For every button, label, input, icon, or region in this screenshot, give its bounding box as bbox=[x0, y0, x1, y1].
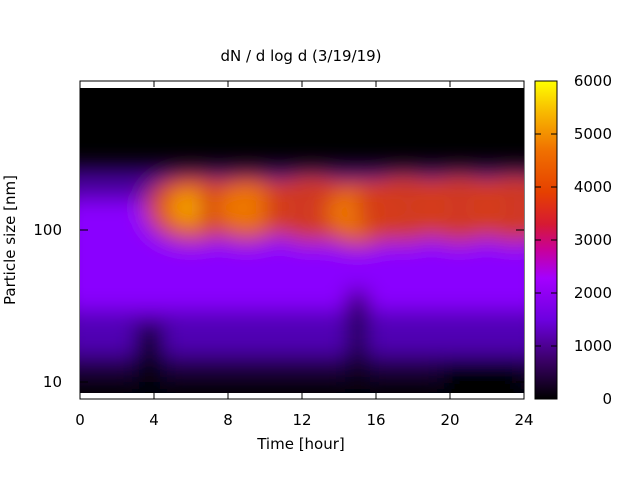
x-axis-label: Time [hour] bbox=[256, 435, 345, 453]
y-axis-label: Particle size [nm] bbox=[1, 175, 19, 305]
x-tick-label: 8 bbox=[223, 411, 233, 429]
heatmap-area bbox=[80, 88, 524, 393]
heatmap-mode bbox=[466, 171, 524, 244]
x-tick-label: 24 bbox=[514, 411, 533, 429]
x-tick-label: 16 bbox=[366, 411, 385, 429]
y-tick-label: 10 bbox=[43, 373, 62, 391]
colorbar-tick-label: 0 bbox=[602, 390, 612, 408]
colorbar-tick-label: 5000 bbox=[574, 125, 612, 143]
heatmap-mode-peak bbox=[177, 195, 205, 220]
heatmap-low-region bbox=[348, 290, 367, 393]
x-tick-label: 12 bbox=[292, 411, 311, 429]
colorbar-tick-label: 1000 bbox=[574, 337, 612, 355]
colorbar-tick-label: 3000 bbox=[574, 231, 612, 249]
heatmap-mode-core bbox=[216, 183, 277, 232]
y-tick-label: 100 bbox=[33, 221, 62, 239]
colorbar-tick-label: 4000 bbox=[574, 178, 612, 196]
chart-title: dN / d log d (3/19/19) bbox=[220, 47, 381, 65]
colorbar: 0 1000 2000 3000 4000 5000 6000 bbox=[534, 72, 612, 408]
x-tick-label: 4 bbox=[149, 411, 159, 429]
colorbar-tick-label: 6000 bbox=[574, 72, 612, 90]
y-axis: 10 100 bbox=[33, 221, 524, 391]
x-axis: 0 4 8 12 16 20 24 bbox=[75, 81, 534, 429]
x-tick-label: 20 bbox=[440, 411, 459, 429]
x-tick-label: 0 bbox=[75, 411, 85, 429]
heatmap-low-region bbox=[135, 321, 164, 393]
heatmap-low-region bbox=[440, 359, 524, 393]
heatmap-band bbox=[80, 309, 524, 356]
colorbar-tick-label: 2000 bbox=[574, 284, 612, 302]
